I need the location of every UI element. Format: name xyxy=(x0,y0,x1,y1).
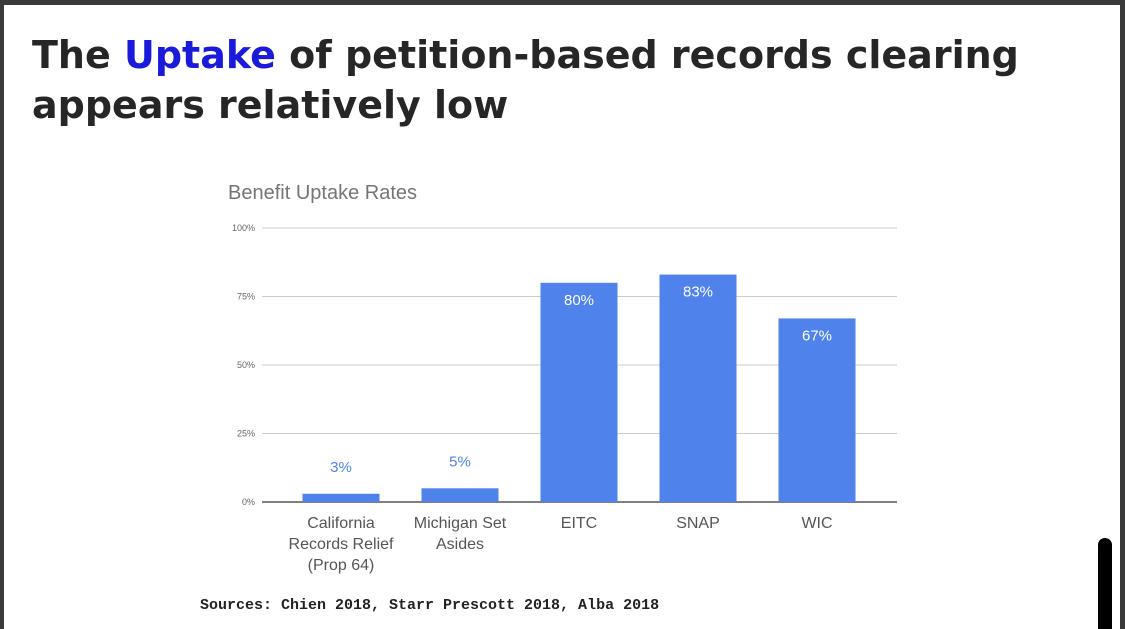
chart-title: Benefit Uptake Rates xyxy=(228,182,417,204)
bar xyxy=(302,493,380,502)
x-category-label: EITC xyxy=(561,515,597,532)
title-suffix: of petition-based records clearing appea… xyxy=(32,33,1019,127)
x-category-label: (Prop 64) xyxy=(308,557,375,574)
y-tick-label: 50% xyxy=(237,360,255,370)
data-label: 3% xyxy=(330,459,352,476)
y-tick-label: 100% xyxy=(232,223,255,233)
scroll-handle[interactable] xyxy=(1098,538,1112,629)
x-category-label: WIC xyxy=(801,515,832,532)
title-highlight: Uptake xyxy=(123,33,276,77)
bars: 3% 5% 80% 83% 67% xyxy=(302,274,856,502)
y-tick-label: 0% xyxy=(242,497,255,507)
x-category-label: Asides xyxy=(436,536,484,553)
y-tick-label: 75% xyxy=(237,292,255,302)
x-category-label: Michigan Set xyxy=(414,515,507,532)
axes: 0% 25% 50% 75% 100% California Records Relief (… xyxy=(232,223,833,574)
bar xyxy=(659,274,737,502)
data-label: 83% xyxy=(683,284,713,301)
bar xyxy=(778,318,856,502)
bar xyxy=(421,488,499,502)
x-category-label: Records Relief xyxy=(289,536,394,553)
x-category-label: SNAP xyxy=(676,515,720,532)
sources-citation: Sources: Chien 2018, Starr Prescott 2018… xyxy=(200,597,660,614)
y-tick-label: 25% xyxy=(237,429,255,439)
bar xyxy=(540,282,618,502)
slide-title: The Uptake of petition-based records cle… xyxy=(32,30,1102,130)
data-label: 80% xyxy=(564,292,594,309)
data-label: 67% xyxy=(802,327,832,344)
data-label: 5% xyxy=(449,453,471,470)
title-prefix: The xyxy=(32,33,124,77)
x-category-label: California xyxy=(307,515,375,532)
